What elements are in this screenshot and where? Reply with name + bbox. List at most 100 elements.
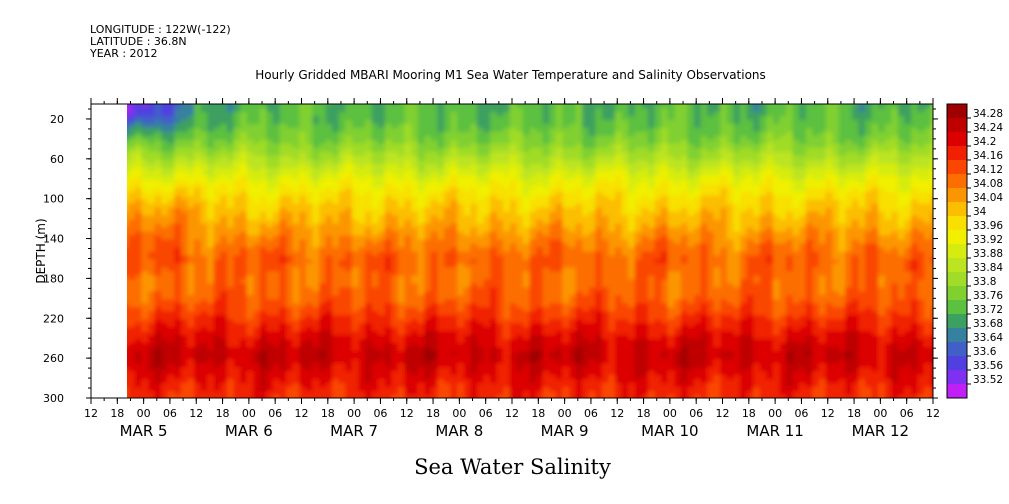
x-hour-tick-label: 06 (584, 407, 598, 420)
x-hour-tick-label: 12 (189, 407, 203, 420)
colorbar-tick-label: 34.28 (973, 108, 1003, 120)
x-hour-tick-label: 06 (373, 407, 387, 420)
colorbar-tick-label: 33.68 (973, 318, 1003, 330)
x-hour-tick-label: 18 (321, 407, 335, 420)
x-hour-tick-label: 12 (295, 407, 309, 420)
colorbar-tick-label: 33.88 (973, 248, 1003, 260)
bottom-title: Sea Water Salinity (414, 455, 611, 479)
colorbar-tick-label: 33.8 (973, 276, 996, 288)
x-hour-tick-label: 00 (663, 407, 677, 420)
x-hour-tick-label: 12 (821, 407, 835, 420)
x-hour-tick-label: 12 (505, 407, 519, 420)
x-day-label: MAR 10 (641, 422, 698, 440)
year-label: YEAR : 2012 (90, 47, 158, 60)
colorbar-swatch (947, 160, 967, 175)
colorbar-swatch (947, 258, 967, 273)
x-hour-tick-label: 12 (926, 407, 940, 420)
salinity-field (127, 104, 933, 398)
latitude-label: LATITUDE : 36.8N (90, 35, 187, 48)
colorbar-frame (946, 103, 968, 399)
colorbar-swatch (947, 188, 967, 203)
colorbar-tick-label: 34.12 (973, 164, 1003, 176)
salinity-chart: 12 18 00 06 12 18 00 06 12 18 00 06 12 18 00 06 12 18 00 06… (34, 98, 1003, 440)
colorbar-tick-label: 33.72 (973, 304, 1003, 316)
x-hour-tick-label: 18 (847, 407, 861, 420)
colorbar-tick-label: 33.96 (973, 220, 1003, 232)
colorbar-swatch (947, 104, 967, 119)
colorbar-tick-label: 33.76 (973, 290, 1003, 302)
x-hour-tick-label: 00 (347, 407, 361, 420)
x-hour-tick-label: 00 (242, 407, 256, 420)
colorbar-swatch (947, 342, 967, 357)
colorbar-swatch (947, 132, 967, 147)
x-hour-tick-label: 18 (216, 407, 230, 420)
colorbar-swatch (947, 356, 967, 371)
colorbar-tick-label: 34.16 (973, 150, 1003, 162)
colorbar-tick-label: 34.04 (973, 192, 1003, 204)
x-hour-tick-label: 06 (900, 407, 914, 420)
colorbar-tick-label: 33.56 (973, 360, 1003, 372)
colorbar-swatch (947, 230, 967, 245)
x-hour-tick-label: 18 (637, 407, 651, 420)
colorbar-swatch (947, 216, 967, 231)
x-hour-tick-label: 18 (426, 407, 440, 420)
y-tick-label: 20 (50, 113, 64, 126)
x-hour-tick-label: 00 (873, 407, 887, 420)
colorbar-swatch (947, 244, 967, 259)
y-tick-label: 100 (43, 193, 64, 206)
x-day-label: MAR 5 (120, 422, 168, 440)
x-hour-tick-label: 06 (689, 407, 703, 420)
colorbar-swatch (947, 314, 967, 329)
colorbar-tick-label: 33.84 (973, 262, 1003, 274)
colorbar-tick-label: 33.64 (973, 332, 1003, 344)
colorbar-swatch (947, 286, 967, 301)
colorbar-swatch (947, 300, 967, 315)
colorbar-tick-label: 33.92 (973, 234, 1003, 246)
colorbar-swatch (947, 174, 967, 189)
x-hour-tick-label: 00 (137, 407, 151, 420)
y-axis-label: DEPTH (m) (34, 218, 48, 283)
x-hour-tick-label: 12 (400, 407, 414, 420)
x-day-label: MAR 11 (746, 422, 803, 440)
metadata-block: LONGITUDE : 122W(-122) LATITUDE : 36.8N … (90, 24, 231, 60)
x-day-label: MAR 12 (852, 422, 909, 440)
x-hour-tick-label: 12 (716, 407, 730, 420)
y-tick-label: 60 (50, 153, 64, 166)
x-day-label: MAR 6 (225, 422, 273, 440)
y-tick-label: 140 (43, 233, 64, 246)
x-hour-tick-label: 06 (163, 407, 177, 420)
chart-title-row: Hourly Gridded MBARI Mooring M1 Sea Wate… (0, 68, 1009, 82)
bottom-title-row: Sea Water Salinity (0, 455, 1009, 479)
colorbar-swatch (947, 370, 967, 385)
x-day-label: MAR 7 (330, 422, 378, 440)
colorbar-swatch (947, 202, 967, 217)
x-hour-tick-label: 06 (479, 407, 493, 420)
x-hour-tick-label: 00 (768, 407, 782, 420)
colorbar-swatch (947, 384, 967, 399)
x-hour-tick-label: 06 (794, 407, 808, 420)
colorbar-tick-label: 34.24 (973, 122, 1003, 134)
colorbar-tick-label: 33.6 (973, 346, 997, 358)
y-tick-label: 220 (43, 312, 64, 325)
colorbar-tick-label: 34.08 (973, 178, 1003, 190)
x-hour-tick-label: 00 (558, 407, 572, 420)
colorbar-swatch (947, 118, 967, 133)
x-hour-tick-label: 06 (268, 407, 282, 420)
y-tick-label: 260 (43, 352, 64, 365)
chart-title: Hourly Gridded MBARI Mooring M1 Sea Wate… (255, 68, 766, 82)
colorbar-swatch (947, 328, 967, 343)
x-hour-tick-label: 12 (610, 407, 624, 420)
colorbar-swatch (947, 272, 967, 287)
colorbar-tick-label: 34 (973, 206, 987, 218)
y-tick-label: 300 (43, 392, 64, 405)
x-hour-tick-label: 00 (452, 407, 466, 420)
x-hour-tick-label: 18 (531, 407, 545, 420)
colorbar-swatch (947, 146, 967, 161)
x-day-label: MAR 8 (435, 422, 483, 440)
colorbar-tick-label: 34.2 (973, 136, 996, 148)
x-hour-tick-label: 18 (742, 407, 756, 420)
longitude-label: LONGITUDE : 122W(-122) (90, 23, 231, 36)
x-hour-tick-label: 18 (110, 407, 124, 420)
x-hour-tick-label: 12 (84, 407, 98, 420)
y-tick-label: 180 (43, 272, 64, 285)
